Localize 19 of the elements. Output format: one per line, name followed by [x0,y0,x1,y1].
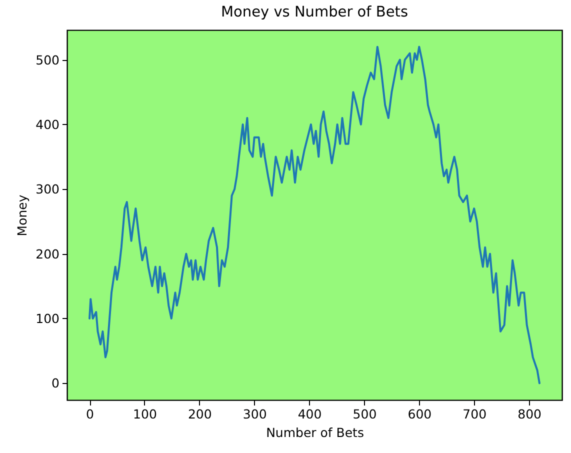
y-tick-label: 200 [36,246,60,262]
y-axis-title: Money [14,194,30,236]
y-tick-label: 500 [36,52,60,68]
y-tick-label: 0 [52,376,60,391]
y-tick-label: 400 [36,116,60,132]
x-tick-label: 300 [242,406,267,422]
chart-title: Money vs Number of Bets [221,4,408,20]
x-axis-title: Number of Bets [266,425,364,440]
x-tick-label: 400 [298,406,322,422]
x-tick-label: 0 [86,406,94,422]
x-tick-label: 800 [518,406,542,422]
x-tick-label: 200 [188,406,212,422]
y-tick-label: 300 [36,182,60,197]
x-tick-label: 600 [408,406,432,422]
y-tick-label: 100 [36,310,60,326]
x-tick-label: 500 [352,406,377,422]
x-tick-label: 100 [133,406,157,422]
x-tick-label: 700 [462,406,487,422]
line-series [88,46,540,384]
